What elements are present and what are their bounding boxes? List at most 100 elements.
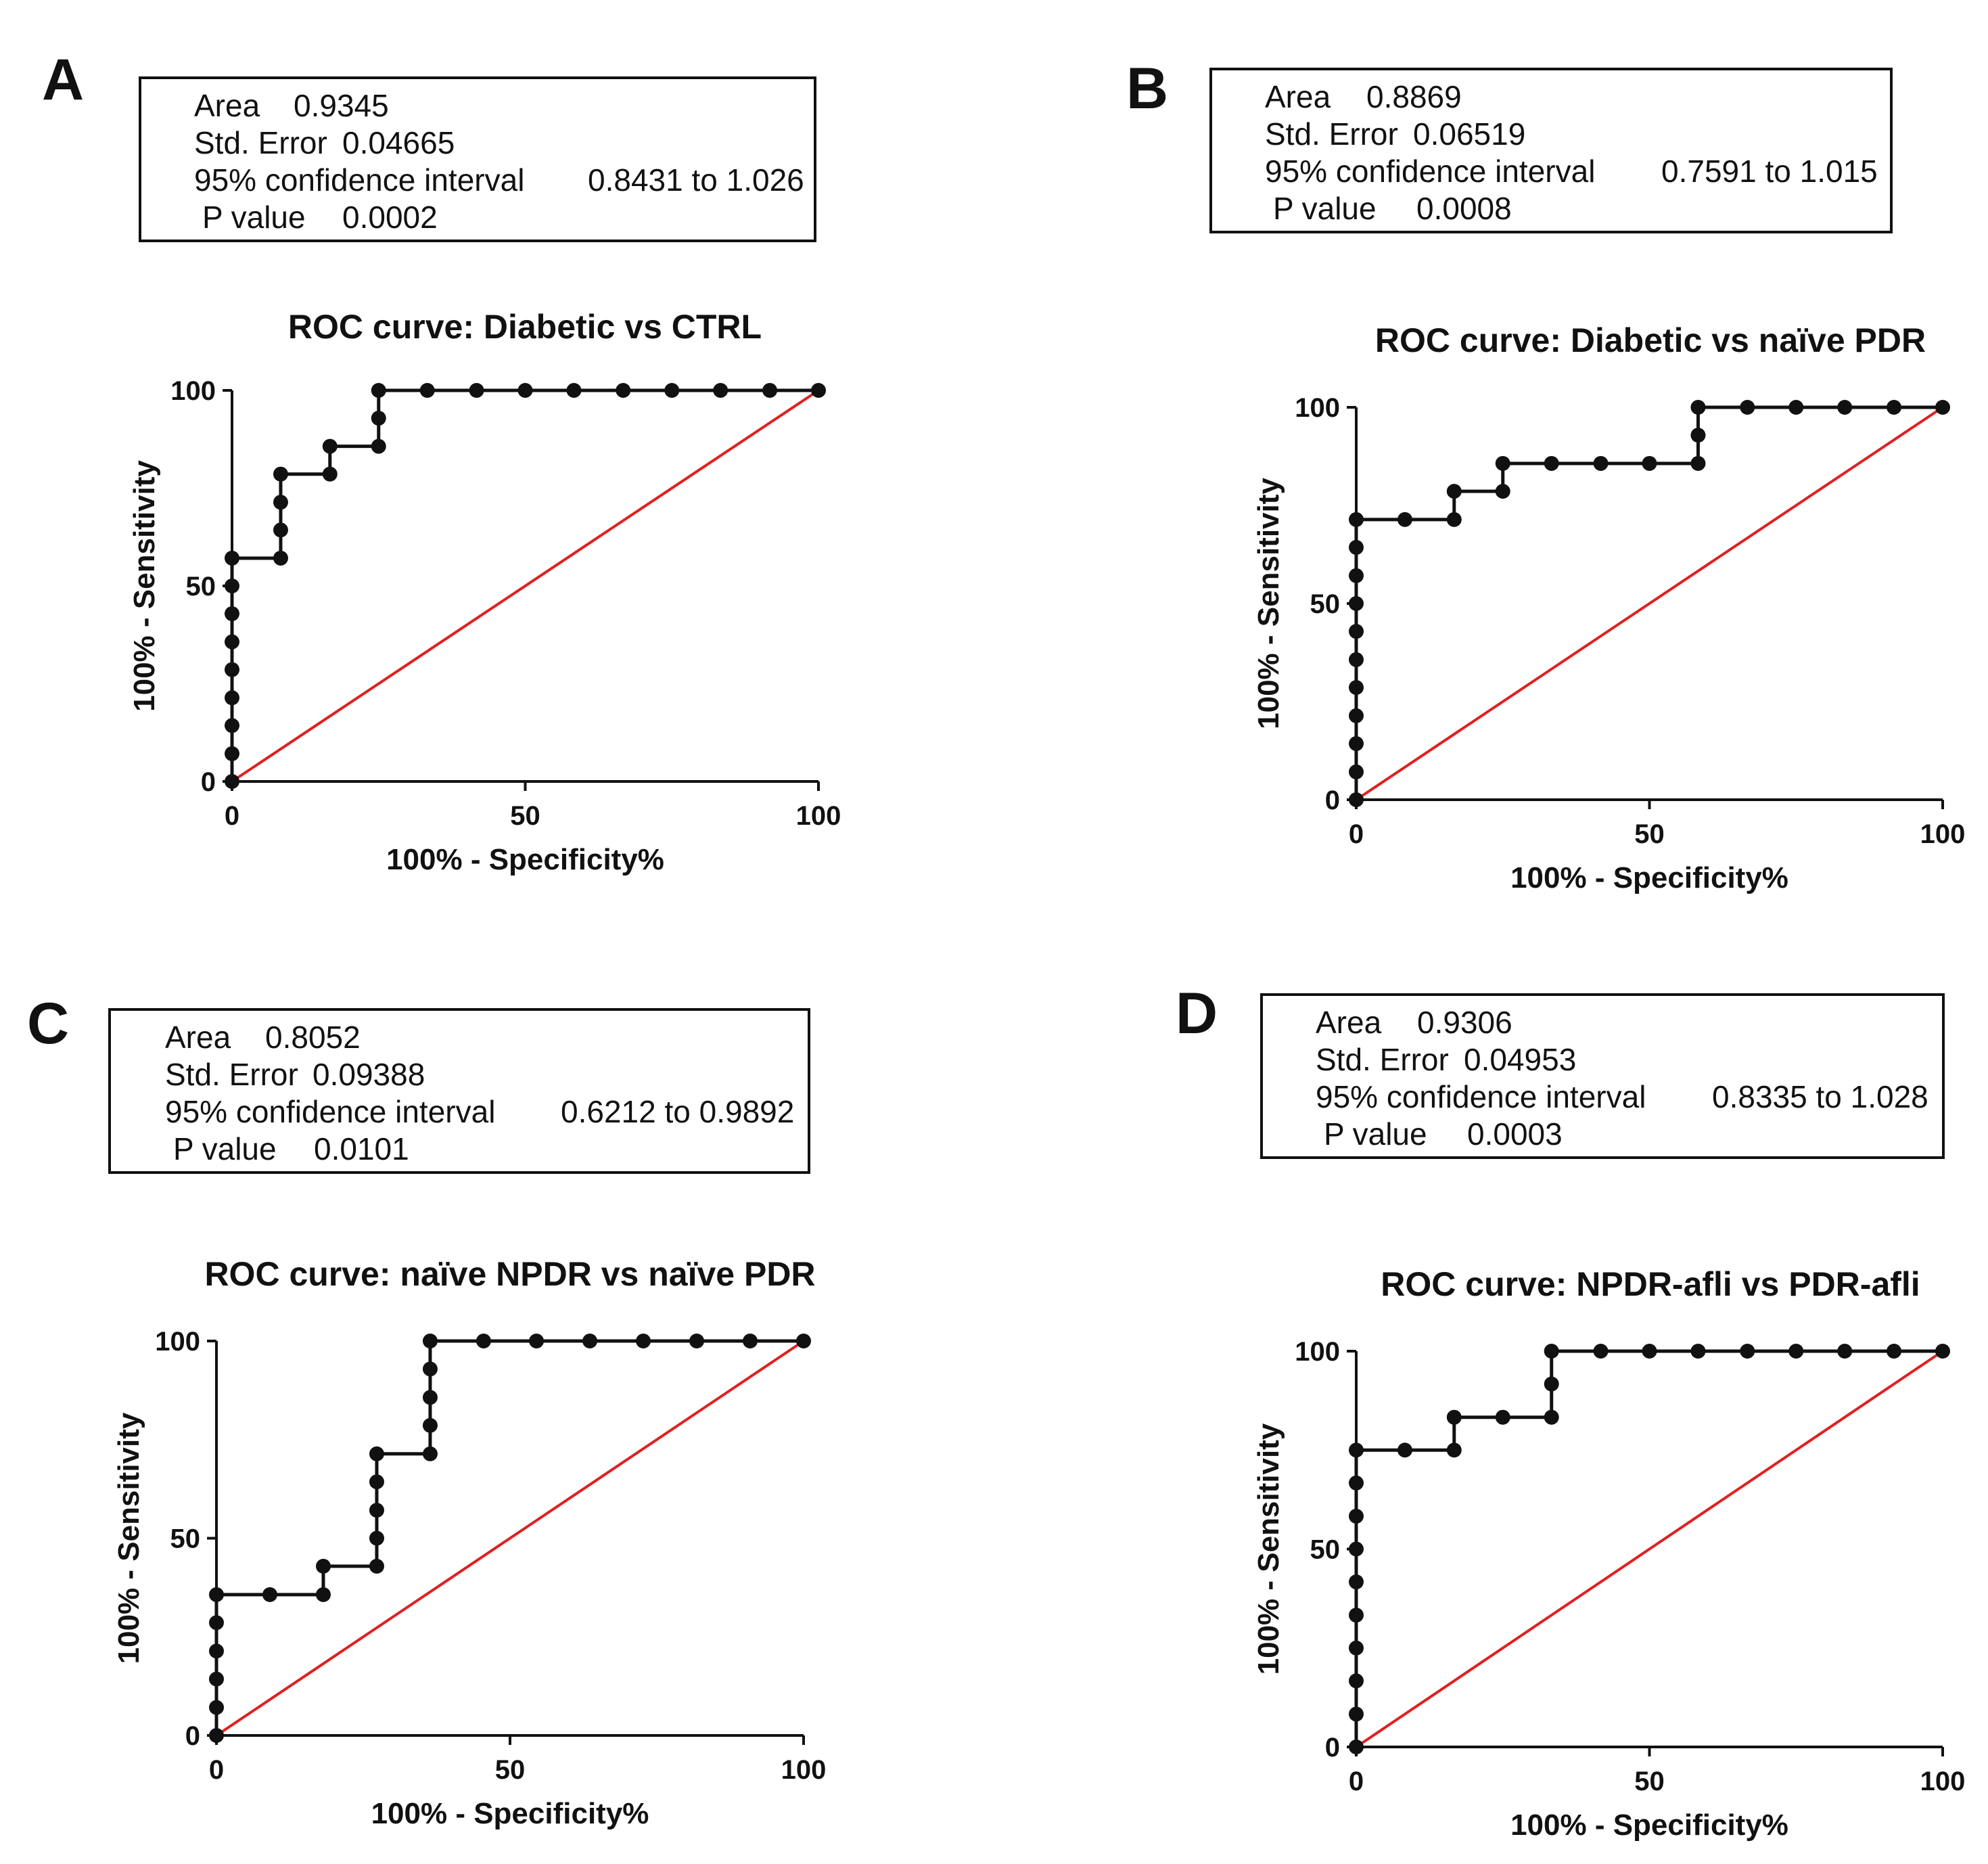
roc-point	[1349, 1608, 1364, 1623]
roc-point	[1495, 1409, 1510, 1425]
roc-point	[422, 1446, 438, 1461]
roc-point	[1495, 455, 1510, 471]
y-axis-label: 100% - Sensitivity	[1252, 478, 1285, 729]
std-error-label: Std. Error	[1265, 116, 1398, 152]
roc-point	[1887, 1344, 1902, 1359]
roc-point	[1935, 1344, 1950, 1359]
ci-value: 0.8335 to 1.028	[1712, 1079, 1928, 1114]
roc-point	[762, 383, 778, 398]
p-value-label: P value	[173, 1131, 277, 1166]
roc-point	[1349, 652, 1364, 667]
roc-point	[1446, 1442, 1462, 1458]
roc-point	[1544, 455, 1559, 471]
roc-point	[476, 1334, 491, 1348]
reference-line	[231, 389, 820, 783]
roc-point	[273, 495, 288, 510]
roc-point	[1935, 400, 1950, 415]
roc-point	[225, 606, 239, 622]
roc-point	[225, 690, 239, 706]
ci-value: 0.8431 to 1.026	[588, 162, 804, 198]
roc-point	[1544, 1376, 1559, 1392]
roc-point	[1446, 1409, 1462, 1425]
chart-title: ROC curve: NPDR-afli vs PDR-afli	[1381, 1265, 1920, 1303]
x-tick-label: 0	[1349, 819, 1364, 849]
roc-point	[713, 383, 729, 398]
p-value-label: P value	[202, 200, 306, 235]
std-error-value: 0.04953	[1464, 1042, 1577, 1077]
roc-point	[1349, 596, 1364, 611]
roc-point	[422, 1417, 438, 1433]
panel-letter: C	[27, 991, 70, 1056]
x-tick-label: 100	[781, 1755, 827, 1785]
std-error-label: Std. Error	[194, 125, 327, 160]
area-value: 0.8869	[1366, 79, 1462, 114]
y-tick-label: 100	[155, 1327, 200, 1357]
roc-point	[689, 1334, 705, 1348]
x-tick-label: 50	[1634, 819, 1665, 849]
roc-point	[1837, 1344, 1853, 1359]
roc-point	[1544, 1344, 1559, 1359]
y-tick-label: 0	[1325, 786, 1340, 815]
roc-point	[422, 1390, 438, 1405]
panel-letter: D	[1176, 981, 1218, 1046]
roc-point	[1593, 1344, 1609, 1359]
y-axis-label: 100% - Sensitivity	[128, 460, 161, 712]
stats-box: Area 0.8052 Std. Error 0.09388 95% confi…	[108, 1008, 810, 1174]
std-error-value: 0.09388	[313, 1057, 425, 1092]
roc-point	[1837, 400, 1853, 415]
roc-point	[225, 774, 239, 789]
roc-point	[422, 1334, 438, 1348]
roc-point	[1397, 512, 1412, 527]
roc-point	[1349, 1706, 1364, 1722]
y-tick-label: 0	[1325, 1733, 1340, 1763]
stats-box: Area 0.8869 Std. Error 0.06519 95% confi…	[1209, 68, 1893, 233]
roc-point	[315, 1558, 331, 1574]
area-value: 0.9306	[1417, 1005, 1512, 1040]
roc-point	[1690, 428, 1706, 443]
roc-point	[1349, 540, 1364, 555]
roc-chart: ROC curve: NPDR-afli vs PDR-afli 0 50 100 0 5…	[1252, 1265, 1965, 1842]
ci-label: 95% confidence interval	[1265, 154, 1596, 189]
roc-point	[616, 383, 631, 398]
roc-point	[1642, 1344, 1657, 1359]
p-value: 0.0008	[1416, 191, 1512, 226]
x-tick-label: 50	[495, 1755, 526, 1785]
roc-point	[1690, 400, 1706, 415]
y-tick-label: 100	[1295, 1337, 1340, 1367]
roc-point	[1690, 1344, 1706, 1359]
area-label: Area	[165, 1020, 231, 1055]
p-value-label: P value	[1273, 191, 1377, 226]
roc-point	[1349, 1740, 1364, 1754]
chart-title: ROC curve: Diabetic vs naïve PDR	[1375, 321, 1926, 359]
roc-point	[322, 438, 338, 454]
roc-point	[1349, 1508, 1364, 1524]
ci-label: 95% confidence interval	[194, 162, 525, 198]
roc-point	[1788, 1344, 1804, 1359]
roc-chart: ROC curve: naïve NPDR vs naïve PDR 0 50 100…	[112, 1255, 827, 1830]
panel-d: D Area 0.9306 Std. Error 0.04953 95% con…	[994, 934, 1988, 1864]
roc-point	[225, 634, 239, 650]
roc-point	[209, 1615, 224, 1631]
panel-c: C Area 0.8052 Std. Error 0.09388 95% con…	[0, 934, 994, 1864]
x-tick-label: 50	[510, 801, 540, 831]
roc-point	[1349, 512, 1364, 527]
roc-point	[566, 383, 582, 398]
roc-point	[209, 1700, 224, 1715]
roc-point	[315, 1587, 331, 1602]
y-tick-label: 100	[170, 376, 216, 406]
y-axis-label: 100% - Sensitivity	[112, 1412, 145, 1664]
roc-point	[1397, 1442, 1412, 1458]
roc-point	[1349, 792, 1364, 807]
roc-point	[225, 662, 239, 677]
p-value-label: P value	[1324, 1116, 1427, 1152]
y-tick-label: 50	[186, 572, 216, 601]
roc-chart: ROC curve: Diabetic vs naïve PDR 0 50 100 0 5…	[1252, 321, 1965, 894]
std-error-value: 0.06519	[1413, 116, 1526, 152]
roc-point	[1642, 455, 1657, 471]
roc-point	[469, 383, 484, 398]
roc-point	[273, 550, 288, 566]
roc-point	[636, 1334, 651, 1348]
y-tick-label: 50	[1310, 1535, 1341, 1565]
roc-point	[369, 1474, 384, 1490]
roc-point	[811, 383, 826, 398]
